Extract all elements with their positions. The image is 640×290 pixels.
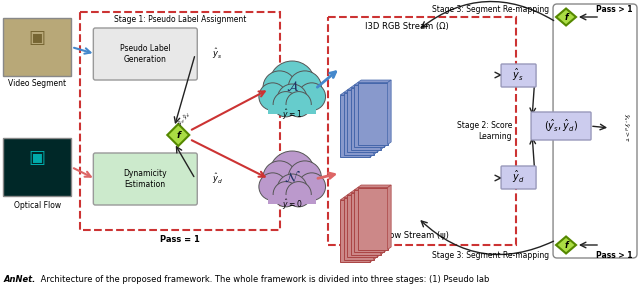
Bar — [347, 195, 377, 257]
Circle shape — [288, 71, 321, 104]
Text: I3D Flow Stream (ψ): I3D Flow Stream (ψ) — [365, 231, 449, 240]
Text: Pass = 1: Pass = 1 — [161, 235, 200, 244]
Polygon shape — [384, 82, 388, 147]
Polygon shape — [340, 197, 374, 200]
Polygon shape — [374, 195, 377, 260]
Polygon shape — [354, 82, 388, 85]
Circle shape — [263, 161, 296, 194]
Text: $\mathcal{A}$: $\mathcal{A}$ — [285, 80, 299, 94]
Polygon shape — [556, 8, 576, 26]
Bar — [344, 93, 374, 155]
Polygon shape — [377, 88, 381, 152]
Bar — [351, 88, 381, 150]
Text: Pass > 1: Pass > 1 — [596, 5, 632, 14]
Text: I3D RGB Stream (Ω): I3D RGB Stream (Ω) — [365, 23, 449, 32]
Circle shape — [277, 84, 307, 114]
Text: Stage 1: Pseudo Label Assignment: Stage 1: Pseudo Label Assignment — [114, 15, 246, 24]
Bar — [340, 95, 370, 157]
Text: $\hat{y}_s, \hat{y}_d$: $\hat{y}_s, \hat{y}_d$ — [175, 110, 193, 128]
Text: $\hat{y}_d$: $\hat{y}_d$ — [512, 169, 524, 185]
Bar — [268, 105, 316, 114]
Text: $\hat{y}_d$: $\hat{y}_d$ — [212, 172, 223, 186]
Bar — [3, 18, 71, 76]
Circle shape — [277, 174, 307, 204]
Bar — [340, 200, 370, 262]
Text: $\hat{y}_s, \hat{y}_d > \tau$: $\hat{y}_s, \hat{y}_d > \tau$ — [621, 113, 631, 143]
Bar — [3, 138, 71, 196]
Text: $\hat{y}_s$: $\hat{y}_s$ — [212, 47, 223, 61]
Polygon shape — [374, 90, 377, 155]
Polygon shape — [167, 124, 189, 146]
Polygon shape — [388, 80, 391, 144]
Polygon shape — [388, 185, 391, 249]
Polygon shape — [344, 195, 377, 197]
FancyBboxPatch shape — [93, 28, 197, 80]
Polygon shape — [351, 190, 384, 193]
Polygon shape — [358, 185, 391, 188]
FancyBboxPatch shape — [501, 166, 536, 189]
Text: Dynamicity
Estimation: Dynamicity Estimation — [124, 169, 167, 189]
Bar — [358, 82, 388, 144]
FancyBboxPatch shape — [93, 153, 197, 205]
Circle shape — [286, 92, 311, 117]
Polygon shape — [556, 237, 576, 253]
Circle shape — [263, 71, 296, 104]
Text: f: f — [564, 240, 568, 249]
Text: $\hat{y}_s$: $\hat{y}_s$ — [513, 67, 524, 83]
Text: Stage 3: Segment Re-mapping: Stage 3: Segment Re-mapping — [431, 251, 548, 260]
Text: Architecture of the proposed framework. The whole framework is divided into thre: Architecture of the proposed framework. … — [38, 275, 490, 284]
Circle shape — [269, 151, 315, 197]
Bar — [344, 197, 374, 260]
Polygon shape — [347, 88, 381, 90]
Text: Pseudo Label
Generation: Pseudo Label Generation — [120, 44, 171, 64]
Text: ▣: ▣ — [29, 149, 46, 167]
Polygon shape — [340, 93, 374, 95]
Bar — [328, 17, 516, 245]
Circle shape — [298, 83, 326, 110]
Polygon shape — [344, 90, 377, 93]
Text: Stage 2: Score
Learning: Stage 2: Score Learning — [457, 121, 512, 141]
Circle shape — [288, 161, 321, 194]
FancyBboxPatch shape — [531, 112, 591, 140]
Text: Stage 3: Segment Re-mapping: Stage 3: Segment Re-mapping — [431, 5, 548, 14]
Polygon shape — [370, 197, 374, 262]
Text: Video Segment: Video Segment — [8, 79, 67, 88]
Circle shape — [259, 173, 287, 200]
FancyBboxPatch shape — [501, 64, 536, 87]
Bar — [354, 190, 384, 252]
Bar — [351, 193, 381, 255]
Text: Optical Flow: Optical Flow — [14, 200, 61, 209]
Bar — [81, 12, 280, 230]
Text: ▣: ▣ — [29, 29, 46, 47]
Text: $\mathcal{N}$: $\mathcal{N}$ — [284, 169, 301, 185]
Circle shape — [269, 61, 315, 107]
Polygon shape — [381, 190, 384, 255]
Bar — [358, 188, 388, 249]
Polygon shape — [358, 80, 391, 82]
Polygon shape — [384, 188, 388, 252]
Bar — [354, 85, 384, 147]
Polygon shape — [354, 188, 388, 190]
Circle shape — [259, 83, 287, 110]
Polygon shape — [351, 85, 384, 88]
Text: Pass > 1: Pass > 1 — [596, 251, 632, 260]
Text: f: f — [564, 12, 568, 21]
Circle shape — [298, 173, 326, 200]
Text: f: f — [177, 130, 180, 139]
Polygon shape — [370, 93, 374, 157]
Text: $\hat{y}=0$: $\hat{y}=0$ — [282, 198, 303, 212]
Polygon shape — [347, 193, 381, 195]
Circle shape — [286, 182, 311, 207]
Text: $(\hat{y}_s, \hat{y}_d)$: $(\hat{y}_s, \hat{y}_d)$ — [544, 118, 578, 134]
Text: $\hat{y}=1$: $\hat{y}=1$ — [282, 108, 302, 122]
Polygon shape — [377, 193, 381, 257]
Bar — [347, 90, 377, 152]
Circle shape — [273, 92, 298, 117]
Polygon shape — [381, 85, 384, 150]
Bar — [268, 195, 316, 204]
Text: AnNet.: AnNet. — [3, 275, 36, 284]
Circle shape — [273, 182, 298, 207]
